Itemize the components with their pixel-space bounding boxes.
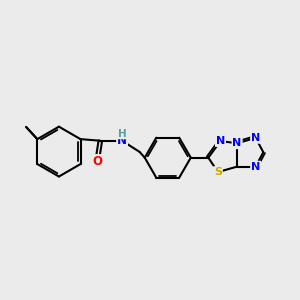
Text: H: H <box>118 129 127 139</box>
Text: N: N <box>251 133 260 143</box>
Text: N: N <box>232 138 242 148</box>
Text: O: O <box>93 155 103 168</box>
Text: S: S <box>214 167 222 177</box>
Text: N: N <box>216 136 225 146</box>
Text: N: N <box>117 134 127 147</box>
Text: N: N <box>251 162 260 172</box>
